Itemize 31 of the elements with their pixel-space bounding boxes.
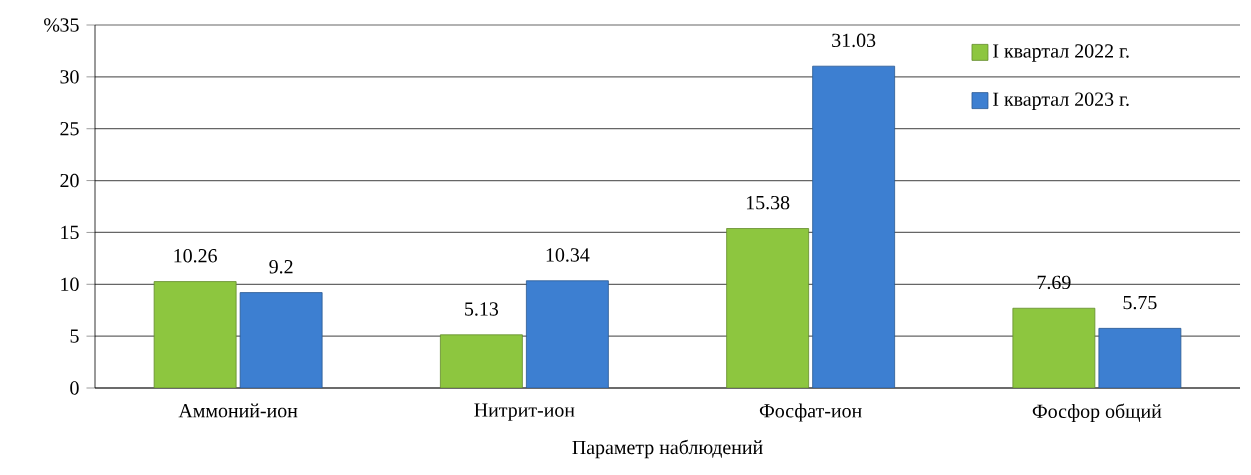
data-label: 10.26: [174, 249, 217, 263]
data-label: 10.34: [546, 248, 590, 262]
bar: [1012, 307, 1096, 388]
data-label: 5.75: [1123, 295, 1157, 310]
bar: [726, 228, 810, 388]
bar: [525, 280, 609, 388]
data-label: 31.03: [832, 33, 876, 48]
x-tick-label: Фосфат-ион: [759, 403, 862, 422]
y-tick-label: 15: [61, 225, 79, 240]
y-tick-label: 5: [70, 329, 79, 343]
x-axis-title: Параметр наблюдений: [572, 439, 763, 459]
y-tick-label: 20: [60, 173, 79, 188]
y-tick-label: 10: [61, 277, 79, 291]
y-tick-label: 30: [60, 70, 79, 84]
legend-label: I квартал 2022 г.: [993, 44, 1129, 62]
bar: [153, 281, 237, 388]
bar: [239, 292, 323, 388]
x-tick-label: Аммоний-ион: [178, 403, 298, 418]
legend-label: I квартал 2023 г.: [993, 92, 1129, 110]
y-tick-label: 0: [70, 381, 79, 395]
bar: [1098, 327, 1182, 388]
bar: [812, 65, 896, 388]
y-tick-label: 25: [60, 122, 79, 136]
bar: [439, 334, 523, 388]
x-tick-label: Нитрит-ион: [474, 403, 575, 421]
data-label: 9.2: [269, 260, 293, 274]
data-label: 15.38: [746, 195, 790, 210]
y-axis-title: %: [44, 18, 60, 32]
x-tick-label: Фосфор общий: [1032, 403, 1162, 423]
data-label: 5.13: [465, 302, 499, 316]
y-tick-label: 35: [60, 18, 79, 32]
